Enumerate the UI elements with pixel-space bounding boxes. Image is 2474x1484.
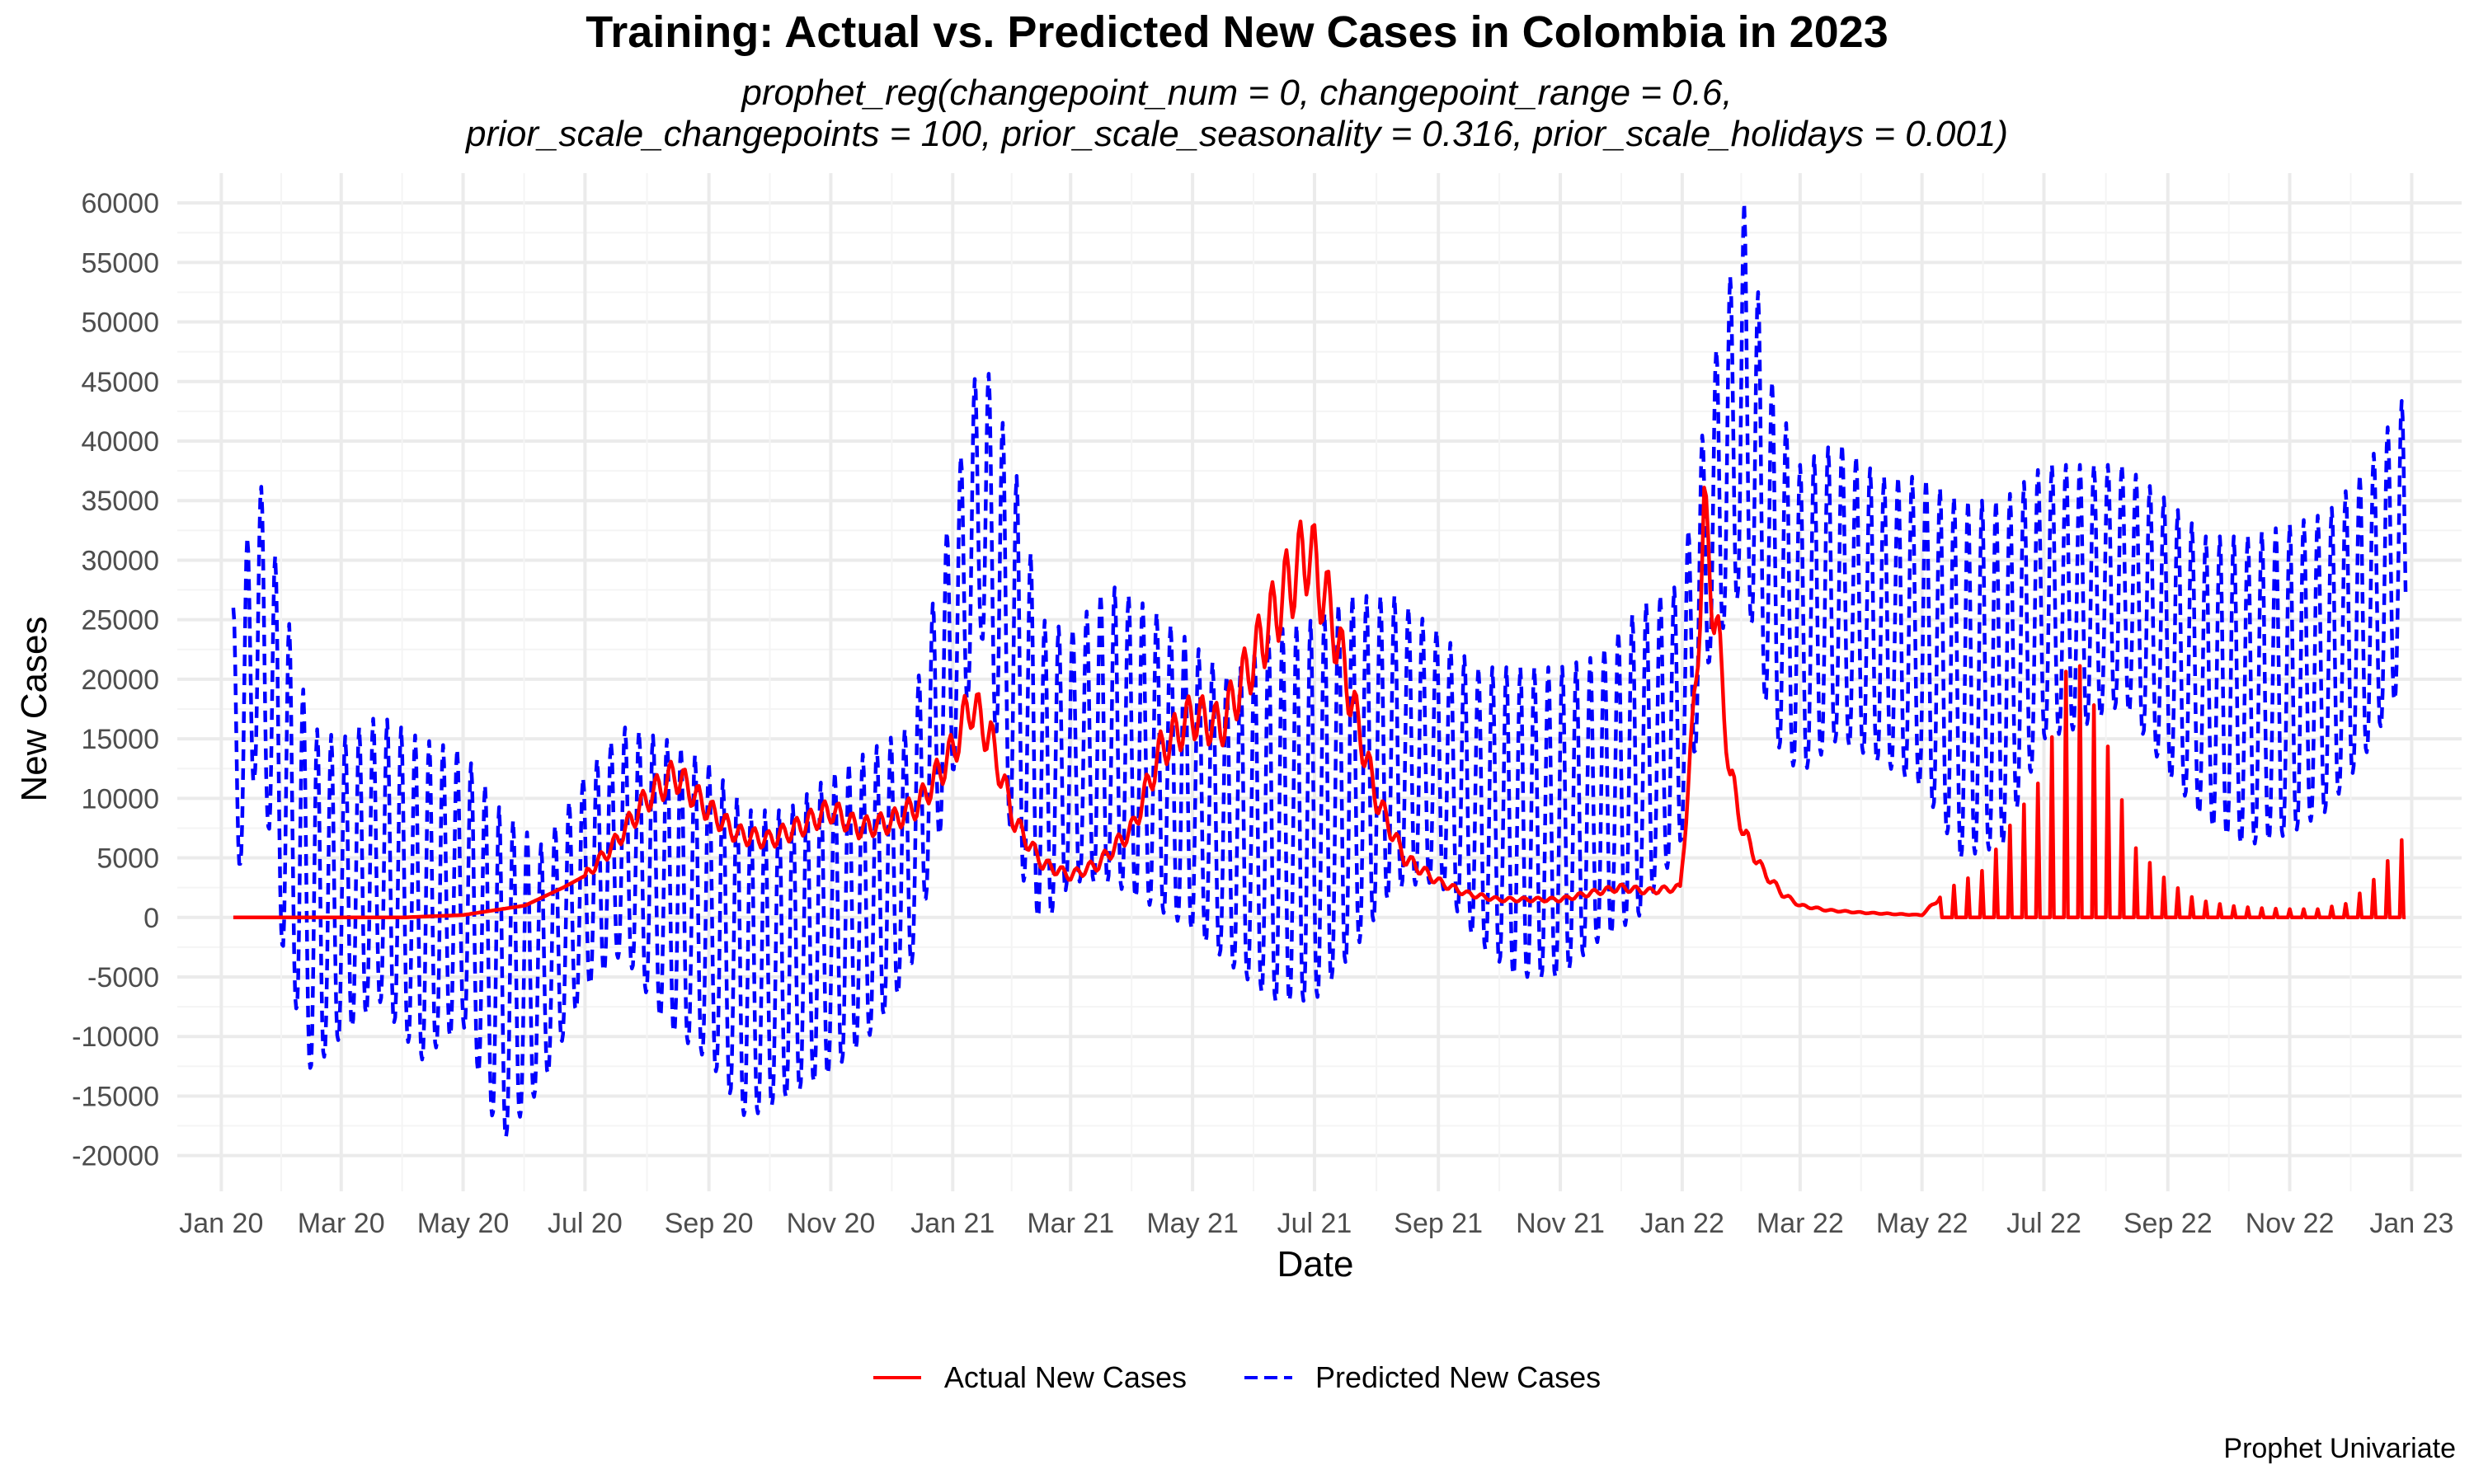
- y-tick-label: -20000: [72, 1141, 159, 1172]
- y-tick-label: 50000: [81, 308, 159, 339]
- y-tick-label: 60000: [81, 188, 159, 219]
- chart-caption: Prophet Univariate: [2223, 1433, 2456, 1464]
- y-tick-label: 35000: [81, 486, 159, 517]
- x-axis-ticks: Jan 20 Mar 20 May 20 Jul 20 Sep 20 Nov 20 Jan …: [179, 1208, 2453, 1239]
- y-tick-label: 25000: [81, 605, 159, 636]
- legend-item-actual: Actual New Cases: [872, 1360, 1187, 1395]
- x-tick-label: Jul 20: [548, 1208, 623, 1239]
- x-tick-label: Sep 20: [665, 1208, 754, 1239]
- actual-series: [233, 486, 2406, 920]
- y-tick-label: -15000: [72, 1081, 159, 1112]
- x-tick-label: Jan 21: [910, 1208, 995, 1239]
- predicted-new-cases-line: [231, 200, 2408, 1139]
- actual-new-cases-line: [233, 486, 2406, 920]
- y-tick-label: -5000: [87, 962, 159, 993]
- chart-title: Training: Actual vs. Predicted New Cases…: [586, 7, 1888, 57]
- predicted-series: [231, 200, 2408, 1139]
- legend-key-actual: [872, 1376, 921, 1379]
- x-tick-label: Jul 22: [2006, 1208, 2081, 1239]
- x-tick-label: Sep 22: [2124, 1208, 2213, 1239]
- y-tick-label: -10000: [72, 1021, 159, 1053]
- x-tick-label: Nov 21: [1516, 1208, 1605, 1239]
- y-tick-label: 10000: [81, 783, 159, 815]
- y-tick-label: 0: [143, 903, 159, 934]
- legend-key-predicted: [1244, 1376, 1292, 1379]
- x-tick-label: Jan 23: [2369, 1208, 2453, 1239]
- legend: Actual New Cases Predicted New Cases: [0, 1352, 2474, 1395]
- y-tick-label: 55000: [81, 247, 159, 279]
- legend-item-predicted: Predicted New Cases: [1244, 1360, 1601, 1395]
- y-tick-label: 40000: [81, 426, 159, 458]
- y-axis-ticks: -20000 -15000 -10000 -5000 0 5000 10000 15000 20…: [72, 188, 159, 1172]
- x-tick-label: Sep 21: [1394, 1208, 1483, 1239]
- x-tick-label: Mar 21: [1027, 1208, 1114, 1239]
- y-tick-label: 15000: [81, 724, 159, 755]
- y-tick-label: 20000: [81, 665, 159, 696]
- chart-subtitle-line-2: prior_scale_changepoints = 100, prior_sc…: [466, 114, 2008, 154]
- x-tick-label: May 22: [1876, 1208, 1968, 1239]
- x-tick-label: Mar 22: [1757, 1208, 1844, 1239]
- x-tick-label: Jan 20: [179, 1208, 263, 1239]
- y-tick-label: 30000: [81, 545, 159, 576]
- chart-subtitle-line-1: prophet_reg(changepoint_num = 0, changep…: [741, 73, 1733, 113]
- x-tick-label: Nov 20: [787, 1208, 876, 1239]
- x-tick-label: Nov 22: [2246, 1208, 2335, 1239]
- x-tick-label: May 21: [1146, 1208, 1239, 1239]
- x-tick-label: May 20: [417, 1208, 510, 1239]
- grid: [177, 173, 2462, 1191]
- x-axis-title: Date: [1277, 1244, 1354, 1284]
- y-tick-label: 5000: [96, 843, 159, 875]
- x-tick-label: Mar 20: [298, 1208, 385, 1239]
- y-tick-label: 45000: [81, 367, 159, 398]
- legend-label-predicted: Predicted New Cases: [1315, 1360, 1602, 1394]
- x-tick-label: Jan 22: [1640, 1208, 1724, 1239]
- x-tick-label: Jul 21: [1277, 1208, 1352, 1239]
- y-axis-title: New Cases: [14, 617, 54, 802]
- legend-label-actual: Actual New Cases: [943, 1360, 1187, 1394]
